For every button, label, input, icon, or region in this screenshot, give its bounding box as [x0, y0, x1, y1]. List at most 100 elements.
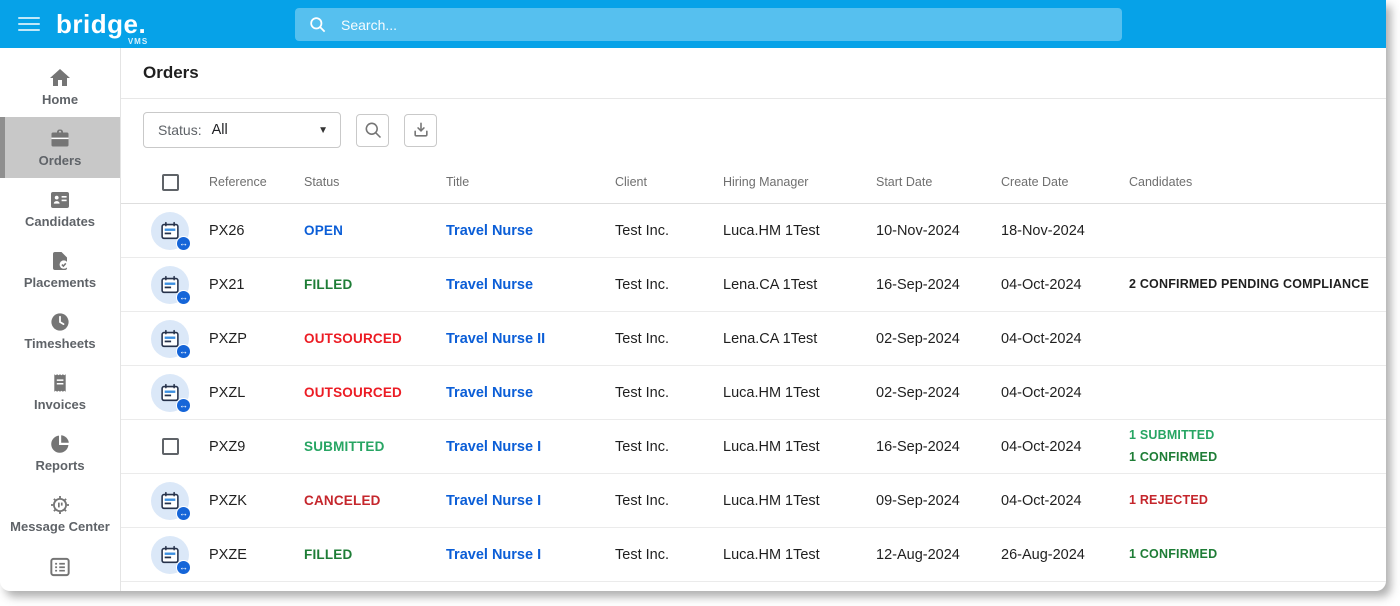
candidate-status-line: 1 SUBMITTED — [1129, 427, 1215, 442]
status-filter-label: Status: — [158, 122, 202, 138]
start-date: 12-Aug-2024 — [876, 546, 960, 563]
create-date: 04-Oct-2024 — [1001, 276, 1082, 293]
order-reference: PX21 — [209, 276, 245, 293]
candidates-cell: 1 REJECTED — [1129, 490, 1386, 512]
order-calendar-icon[interactable]: ↔ — [151, 211, 191, 250]
table-row[interactable]: ↔ PXZE FILLED Travel Nurse I Test Inc. L… — [121, 528, 1386, 582]
start-date: 16-Sep-2024 — [876, 276, 960, 293]
calendar-icon — [161, 329, 179, 347]
table-row[interactable]: ↔ PXZP OUTSOURCED Travel Nurse II Test I… — [121, 312, 1386, 366]
order-calendar-icon[interactable]: ↔ — [151, 319, 191, 358]
client-name: Test Inc. — [615, 330, 669, 347]
start-date: 10-Nov-2024 — [876, 222, 960, 239]
table-row[interactable]: ↔ PXZK CANCELED Travel Nurse I Test Inc.… — [121, 474, 1386, 528]
chevron-down-icon: ▼ — [318, 124, 328, 136]
status-badge: OUTSOURCED — [304, 384, 403, 400]
candidate-status-line: 2 CONFIRMED PENDING COMPLIANCE — [1129, 276, 1370, 291]
sidebar-item-orders[interactable]: Orders — [0, 116, 120, 178]
search-icon — [365, 122, 381, 139]
briefcase-icon — [48, 127, 72, 151]
pie-chart-icon — [48, 432, 72, 456]
clock-icon — [48, 310, 72, 334]
client-name: Test Inc. — [615, 384, 669, 401]
order-title-link[interactable]: Travel Nurse — [446, 384, 534, 401]
brand-text: bridge. — [56, 9, 147, 39]
candidates-cell: 2 CONFIRMED PENDING COMPLIANCE — [1129, 274, 1386, 296]
client-name: Test Inc. — [615, 222, 669, 239]
status-filter-value: All — [211, 122, 228, 138]
order-title-link[interactable]: Travel Nurse — [446, 222, 534, 239]
create-date: 26-Aug-2024 — [1001, 546, 1085, 563]
column-header-reference: Reference — [209, 175, 267, 189]
column-header-title: Title — [446, 175, 470, 189]
order-reference: PXZE — [209, 546, 247, 563]
sidebar-item-placements[interactable]: Placements — [0, 239, 120, 300]
order-reference: PXZ9 — [209, 438, 246, 455]
column-header-create-date: Create Date — [1001, 175, 1069, 189]
hiring-manager: Luca.HM 1Test — [723, 438, 820, 455]
order-title-link[interactable]: Travel Nurse I — [446, 546, 542, 563]
hamburger-menu-icon[interactable] — [18, 13, 40, 34]
candidate-status-line: 1 CONFIRMED — [1129, 449, 1218, 464]
download-button[interactable] — [404, 113, 437, 147]
status-filter-dropdown[interactable]: Status: All ▼ — [143, 112, 341, 148]
table-row[interactable]: ↔ PXZL OUTSOURCED Travel Nurse Test Inc.… — [121, 366, 1386, 420]
status-badge: FILLED — [304, 546, 353, 562]
status-badge: SUBMITTED — [304, 438, 385, 454]
receipt-icon — [48, 371, 72, 395]
create-date: 18-Nov-2024 — [1001, 222, 1085, 239]
sidebar-item-reports[interactable]: Reports — [0, 422, 120, 483]
order-title-link[interactable]: Travel Nurse I — [446, 492, 542, 509]
client-name: Test Inc. — [615, 492, 669, 509]
sidebar-item-candidates[interactable]: Candidates — [0, 178, 120, 239]
order-transfer-badge-icon: ↔ — [176, 235, 191, 250]
order-calendar-icon[interactable]: ↔ — [151, 265, 191, 304]
table-row[interactable]: ↔ PX21 FILLED Travel Nurse Test Inc. Len… — [121, 258, 1386, 312]
order-title-link[interactable]: Travel Nurse I — [446, 438, 542, 455]
column-header-candidates: Candidates — [1129, 175, 1193, 189]
calendar-icon — [161, 383, 179, 401]
column-header-client: Client — [615, 175, 647, 189]
order-calendar-icon[interactable]: ↔ — [151, 481, 191, 520]
candidate-status-line: 1 REJECTED — [1129, 492, 1209, 507]
order-title-link[interactable]: Travel Nurse II — [446, 330, 546, 347]
column-header-start-date: Start Date — [876, 175, 933, 189]
order-reference: PXZK — [209, 492, 247, 509]
sidebar-item-home[interactable]: Home — [0, 56, 120, 117]
orders-table: Reference Status Title Client Hiring Man… — [121, 161, 1386, 591]
start-date: 09-Sep-2024 — [876, 492, 960, 509]
order-title-link[interactable]: Travel Nurse — [446, 276, 534, 293]
placements-icon — [48, 249, 72, 273]
sidebar-item-timesheets[interactable]: Timesheets — [0, 300, 120, 361]
search-orders-button[interactable] — [356, 113, 389, 147]
create-date: 04-Oct-2024 — [1001, 492, 1082, 509]
client-name: Test Inc. — [615, 546, 669, 563]
sidebar-item-list[interactable] — [0, 544, 120, 590]
select-all-checkbox[interactable] — [162, 173, 179, 191]
table-row[interactable]: ↔ PX26 OPEN Travel Nurse Test Inc. Luca.… — [121, 204, 1386, 258]
candidates-cell: 1 SUBMITTED 1 CONFIRMED — [1129, 425, 1386, 469]
order-reference: PX26 — [209, 222, 245, 239]
order-transfer-badge-icon: ↔ — [176, 343, 191, 358]
order-calendar-icon[interactable]: ↔ — [151, 535, 191, 574]
message-center-icon — [48, 493, 72, 517]
candidates-cell: 1 CONFIRMED — [1129, 544, 1386, 566]
table-row[interactable]: PXZ9 SUBMITTED Travel Nurse I Test Inc. … — [121, 420, 1386, 474]
brand-logo[interactable]: bridge. VMS — [56, 9, 147, 46]
search-input[interactable] — [341, 16, 1041, 33]
global-search[interactable] — [295, 8, 1122, 41]
client-name: Test Inc. — [615, 438, 669, 455]
sidebar-item-message-center[interactable]: Message Center — [0, 483, 120, 544]
sidebar-item-invoices[interactable]: Invoices — [0, 361, 120, 422]
order-transfer-badge-icon: ↔ — [176, 559, 191, 574]
order-transfer-badge-icon: ↔ — [176, 397, 191, 412]
calendar-icon — [161, 491, 179, 509]
topbar: bridge. VMS — [0, 0, 1386, 48]
hiring-manager: Lena.CA 1Test — [723, 276, 818, 293]
order-calendar-icon[interactable]: ↔ — [151, 373, 191, 412]
hiring-manager: Luca.HM 1Test — [723, 222, 820, 239]
row-checkbox[interactable] — [162, 438, 179, 455]
status-badge: CANCELED — [304, 492, 381, 508]
start-date: 16-Sep-2024 — [876, 438, 960, 455]
